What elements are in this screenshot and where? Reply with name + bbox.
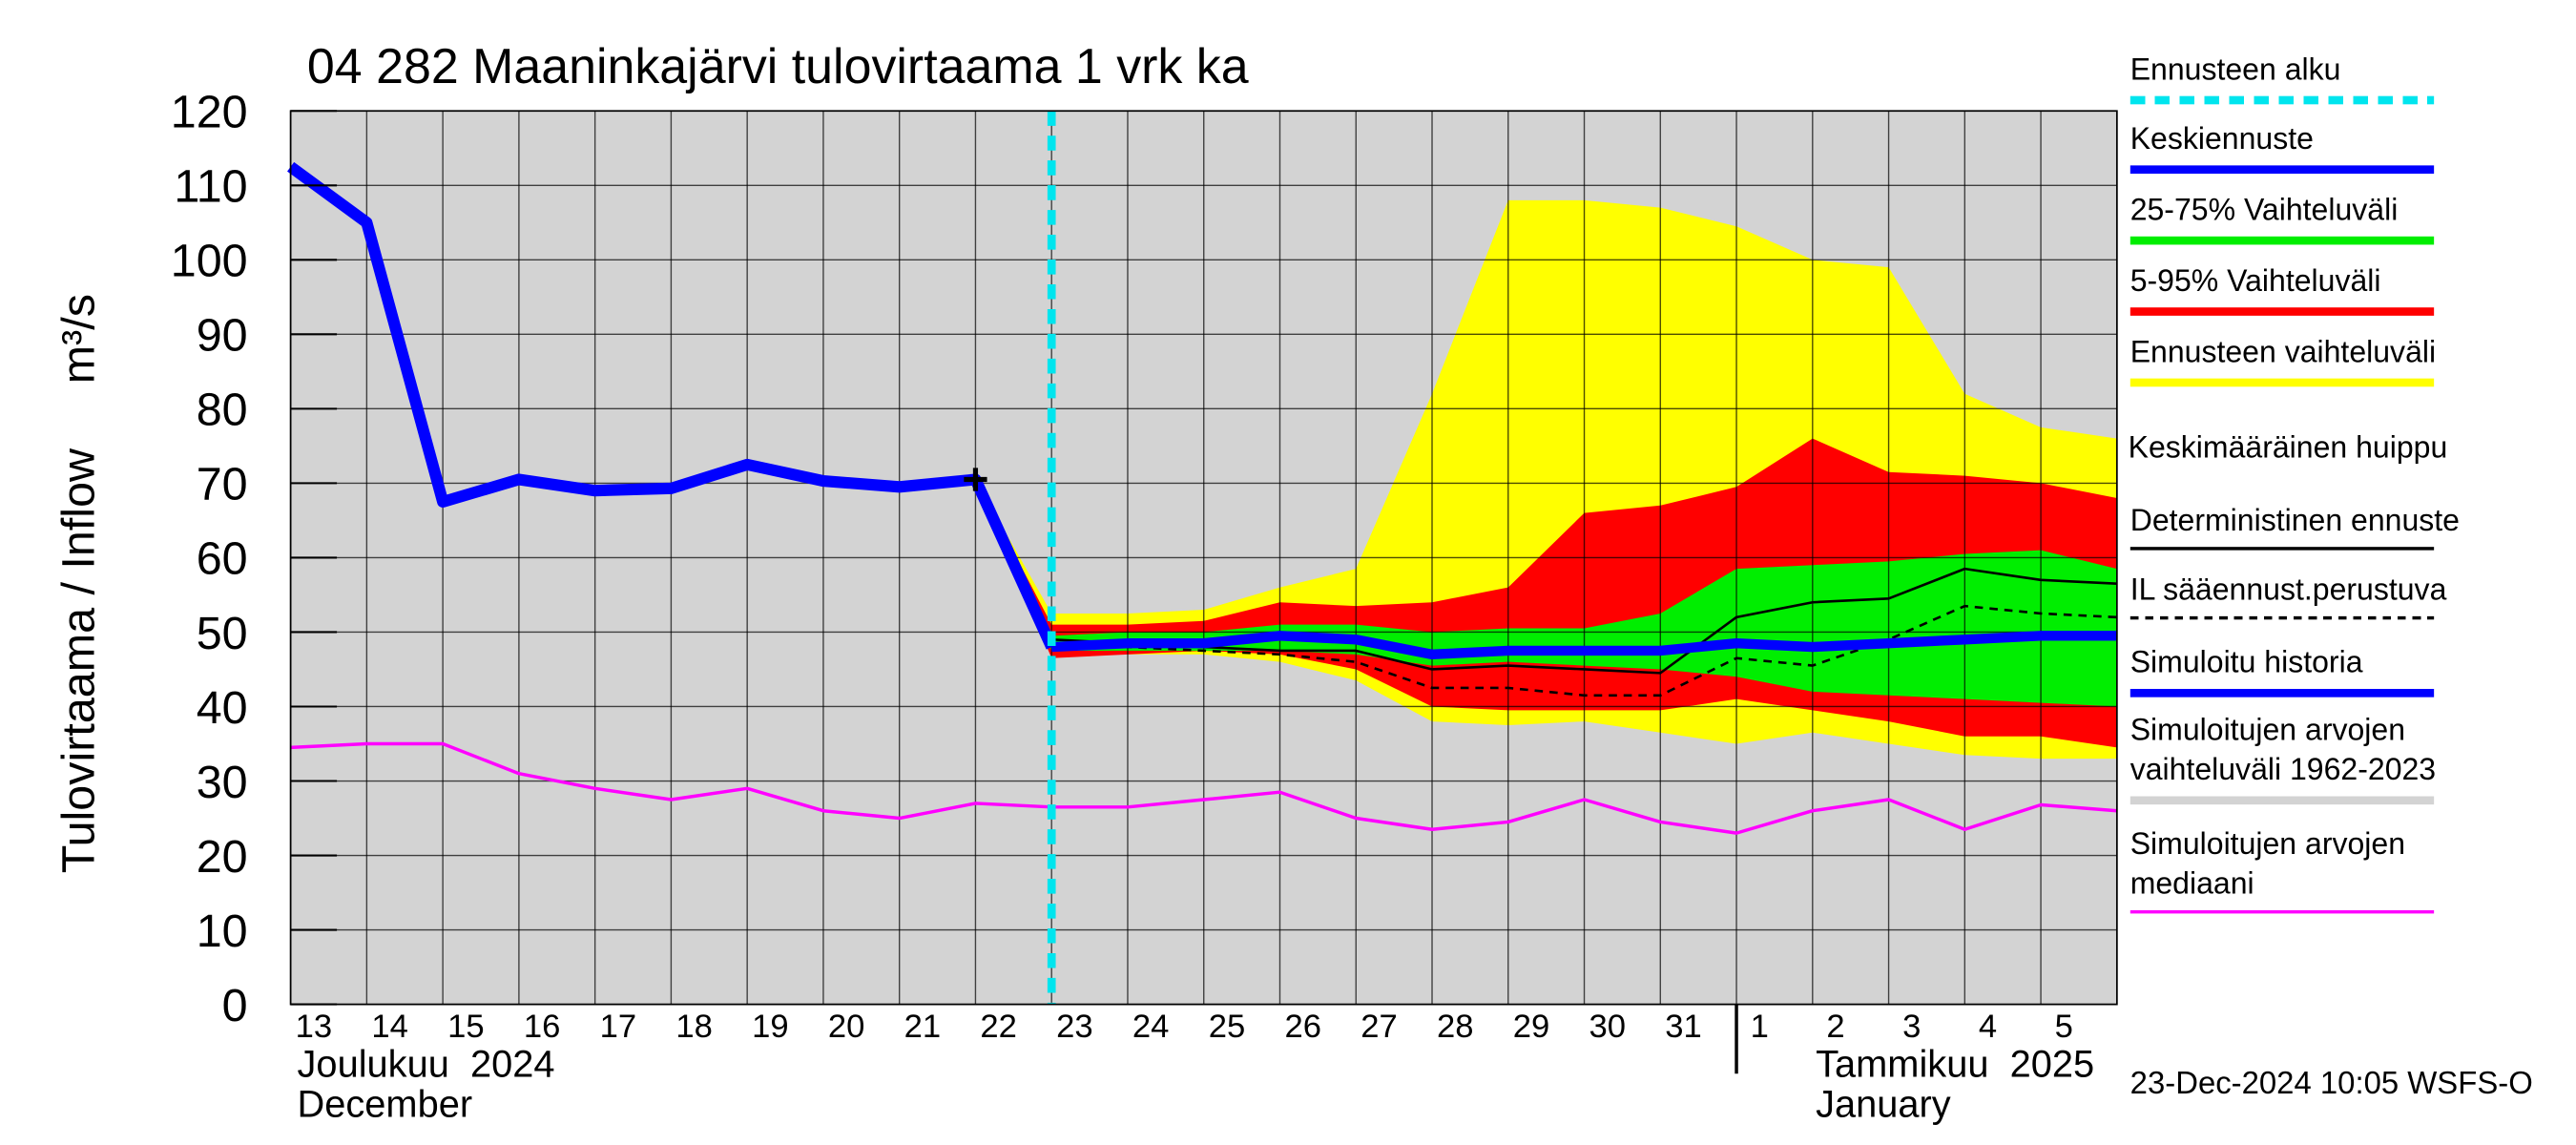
x-tick-label: 29 xyxy=(1513,1009,1550,1045)
x-tick-label: 25 xyxy=(1209,1009,1246,1045)
y-tick-label: 50 xyxy=(197,608,248,659)
x-tick-label: 3 xyxy=(1902,1009,1921,1045)
legend-item: Deterministinen ennuste xyxy=(2129,501,2526,551)
legend-item: Simuloitu historia xyxy=(2129,643,2526,697)
legend-row: IL sääennust.perustuva xyxy=(2130,570,2526,610)
x-tick-label: 23 xyxy=(1056,1009,1093,1045)
month-label: Joulukuu 2024 xyxy=(298,1044,555,1086)
legend-label: Deterministinen ennuste xyxy=(2129,502,2460,537)
x-tick-label: 19 xyxy=(752,1009,789,1045)
x-tick-label: 27 xyxy=(1361,1009,1398,1045)
legend-row: 25-75% Vaihteluväli xyxy=(2130,190,2526,230)
legend-label: Ennusteen alku xyxy=(2129,51,2341,87)
y-tick-label: 110 xyxy=(174,161,247,213)
y-tick-label: 0 xyxy=(222,980,248,1031)
plot-area xyxy=(287,110,2118,1006)
legend-row: 5-95% Vaihteluväli xyxy=(2130,261,2526,302)
chart-title: 04 282 Maaninkajärvi tulovirtaama 1 vrk … xyxy=(307,39,1249,94)
legend-item: Ennusteen vaihteluväli xyxy=(2129,332,2526,387)
x-tick-label: 30 xyxy=(1589,1009,1627,1045)
y-tick-label: 70 xyxy=(197,459,248,510)
legend-swatch xyxy=(2129,165,2435,175)
x-tick-label: 17 xyxy=(600,1009,637,1045)
legend-row: Simuloitujen arvojen vaihteluväli 1962-2… xyxy=(2130,711,2526,790)
y-tick-label: 100 xyxy=(171,236,248,287)
series-line xyxy=(290,741,2117,835)
legend-swatch xyxy=(2129,307,2435,316)
x-tick-label: 28 xyxy=(1437,1009,1474,1045)
legend-item: Keskiennuste xyxy=(2129,119,2526,175)
legend-swatch xyxy=(2129,236,2435,245)
x-tick-label: 16 xyxy=(524,1009,561,1045)
x-tick-label: 5 xyxy=(2055,1009,2073,1045)
y-tick-label: 20 xyxy=(197,831,248,883)
legend-swatch xyxy=(2129,378,2435,387)
x-tick-label: 13 xyxy=(296,1009,333,1045)
legend-row: Ennusteen alku xyxy=(2130,50,2526,90)
footer: 23-Dec-2024 10:05 WSFS-O xyxy=(2130,1065,2533,1100)
legend-item: 5-95% Vaihteluväli xyxy=(2129,261,2526,316)
legend-row: Ennusteen vaihteluväli xyxy=(2130,332,2526,372)
y-tick-label: 40 xyxy=(197,682,248,734)
legend-item: =Keskimääräinen huippu xyxy=(2130,405,2526,468)
legend: Ennusteen alku Keskiennuste 25-75% Vaihtel… xyxy=(2129,0,2576,990)
legend-swatch xyxy=(2129,615,2435,620)
y-tick-label: 30 xyxy=(197,757,248,808)
legend-swatch xyxy=(2129,689,2435,697)
peak-marker xyxy=(964,468,987,491)
legend-label: Simuloitujen arvojen mediaani xyxy=(2129,825,2406,901)
x-tick-label: 22 xyxy=(980,1009,1017,1045)
x-tick-label: 1 xyxy=(1751,1009,1769,1045)
month-label-en: January xyxy=(1816,1083,1951,1125)
y-tick-label: 80 xyxy=(197,385,248,436)
series-line xyxy=(287,161,1057,650)
y-axis-label: Tulovirtaama / Inflow xyxy=(53,448,105,873)
x-tick-label: 24 xyxy=(1132,1009,1170,1045)
x-tick-label: 2 xyxy=(1826,1009,1844,1045)
x-tick-label: 4 xyxy=(1979,1009,1997,1045)
legend-label: Keskiennuste xyxy=(2129,120,2314,156)
legend-label: =Keskimääräinen huippu xyxy=(2129,429,2448,465)
legend-item: 25-75% Vaihteluväli xyxy=(2129,190,2526,245)
y-tick-label: 60 xyxy=(197,533,248,585)
legend-label: 5-95% Vaihteluväli xyxy=(2129,262,2381,298)
legend-swatch xyxy=(2129,95,2435,105)
y-tick-label: 90 xyxy=(197,310,248,362)
y-tick-label: 120 xyxy=(171,87,248,138)
legend-label: Simuloitu historia xyxy=(2129,644,2363,679)
legend-item: IL sääennust.perustuva xyxy=(2129,570,2526,620)
x-tick-label: 31 xyxy=(1665,1009,1702,1045)
legend-label: Simuloitujen arvojen vaihteluväli 1962-2… xyxy=(2129,712,2437,787)
legend-swatch xyxy=(2129,547,2435,551)
series-line xyxy=(974,478,2117,697)
x-tick-label: 26 xyxy=(1284,1009,1321,1045)
legend-swatch xyxy=(2129,796,2435,805)
y-tick-label: 10 xyxy=(197,906,248,957)
legend-row: =Keskimääräinen huippu xyxy=(2130,405,2507,468)
legend-row: Deterministinen ennuste xyxy=(2130,501,2526,541)
x-tick-label: 14 xyxy=(371,1009,408,1045)
legend-item: Simuloitujen arvojen vaihteluväli 1962-2… xyxy=(2129,711,2526,805)
legend-swatch xyxy=(2129,909,2435,914)
legend-item: Ennusteen alku xyxy=(2129,50,2526,105)
x-tick-label: 18 xyxy=(675,1009,713,1045)
month-label: Tammikuu 2025 xyxy=(1816,1044,2094,1086)
legend-label: Ennusteen vaihteluväli xyxy=(2129,333,2437,369)
legend-row: Simuloitu historia xyxy=(2130,643,2526,683)
legend-row: Simuloitujen arvojen mediaani xyxy=(2130,824,2526,904)
legend-row: Keskiennuste xyxy=(2130,119,2526,159)
legend-label: IL sääennust.perustuva xyxy=(2129,572,2447,607)
legend-label: 25-75% Vaihteluväli xyxy=(2129,192,2399,227)
legend-box: Ennusteen alku Keskiennuste 25-75% Vaihtel… xyxy=(2129,0,2576,990)
plot-frame xyxy=(289,110,2118,1006)
x-tick-label: 20 xyxy=(828,1009,864,1045)
series-line xyxy=(1050,631,2117,660)
month-label-en: December xyxy=(298,1083,473,1125)
legend-item: Simuloitujen arvojen mediaani xyxy=(2129,824,2526,914)
x-tick-label: 15 xyxy=(447,1009,485,1045)
x-tick-label: 21 xyxy=(904,1009,942,1045)
y-axis-unit: m³/s xyxy=(53,294,105,384)
